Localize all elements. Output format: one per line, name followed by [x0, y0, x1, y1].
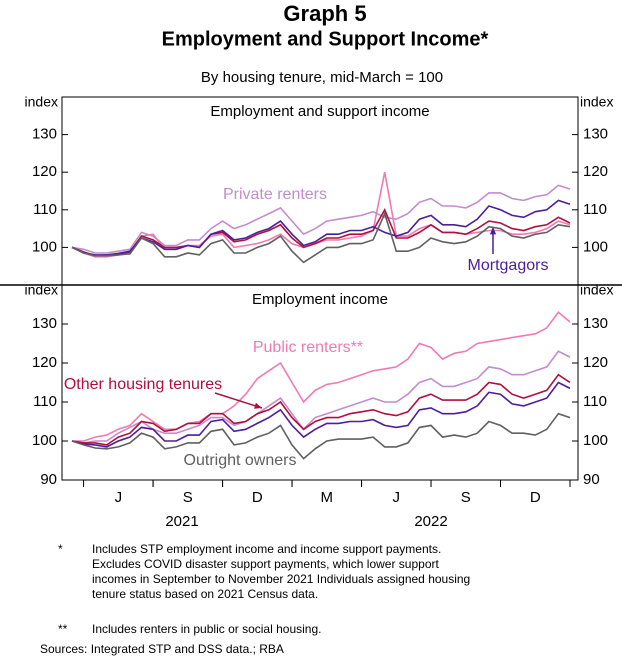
- footnote-text: tenure status based on 2021 Census data.: [92, 587, 318, 601]
- series-line: [71, 211, 571, 264]
- x-tick-label: M: [321, 489, 334, 506]
- y2-tick-label: 130: [583, 315, 608, 332]
- y2-tick-label: 120: [583, 354, 608, 371]
- x-group-label: 2021: [165, 513, 198, 530]
- x-tick-label: J: [393, 489, 401, 506]
- footnote-text: Includes STP employment income and incom…: [92, 542, 441, 556]
- y-tick-label: 110: [33, 201, 57, 218]
- x-tick-label: J: [115, 489, 123, 506]
- chart-subtitle: By housing tenure, mid-March = 100: [201, 69, 443, 86]
- y-tick-label: 120: [32, 163, 57, 180]
- x-tick-label: S: [461, 489, 471, 506]
- y2-tick-label: 110: [583, 393, 607, 410]
- series-label: Private renters: [223, 186, 327, 203]
- series-label: Mortgagors: [468, 257, 549, 274]
- series-line: [71, 373, 571, 446]
- footnote-marker: *: [58, 542, 63, 556]
- series-label: Outright owners: [184, 452, 297, 469]
- series-line: [71, 350, 571, 444]
- x-tick-label: S: [183, 489, 193, 506]
- series-label: Public renters**: [253, 339, 363, 356]
- panel-title: Employment and support income: [210, 103, 429, 120]
- footnote-marker: **: [58, 622, 68, 636]
- series-line: [72, 311, 571, 442]
- y-tick-label: 100: [32, 432, 57, 449]
- y2-tick-label: 100: [583, 238, 608, 255]
- y2-axis-label: index: [580, 282, 613, 298]
- y2-tick-label: 120: [583, 163, 608, 180]
- series-label: Other housing tenures: [64, 376, 222, 393]
- series-line: [71, 199, 571, 256]
- footnote-text: Excludes COVID disaster support payments…: [92, 557, 439, 571]
- y2-tick-label: 90: [583, 471, 600, 488]
- series-line: [71, 381, 571, 448]
- y-tick-label: 120: [32, 354, 57, 371]
- y-tick-label: 90: [40, 471, 57, 488]
- y-axis-label: index: [25, 94, 58, 110]
- series-line: [71, 412, 571, 460]
- footnote-text: Includes renters in public or social hou…: [92, 622, 321, 636]
- y2-axis-label: index: [580, 94, 613, 110]
- y2-tick-label: 130: [583, 126, 608, 143]
- footnote-text: incomes in September to November 2021 In…: [92, 572, 470, 586]
- y2-tick-label: 110: [583, 201, 607, 218]
- y-axis-label: index: [25, 282, 58, 298]
- y-tick-label: 130: [32, 126, 57, 143]
- chart-title: Employment and Support Income*: [162, 28, 489, 50]
- sources: Sources: Integrated STP and DSS data.; R…: [40, 642, 284, 656]
- y-tick-label: 130: [32, 315, 57, 332]
- y-tick-label: 110: [33, 393, 57, 410]
- x-tick-label: D: [252, 489, 263, 506]
- y2-tick-label: 100: [583, 432, 608, 449]
- label-arrow: [214, 392, 263, 409]
- arrow-head: [489, 227, 497, 235]
- plot-frame: [61, 96, 579, 481]
- panel-title: Employment income: [252, 291, 388, 308]
- series-line: [71, 172, 571, 258]
- x-tick-label: D: [530, 489, 541, 506]
- y-tick-label: 100: [32, 238, 57, 255]
- graph-number: Graph 5: [283, 1, 366, 26]
- arrow-head: [254, 402, 262, 409]
- x-group-label: 2022: [414, 513, 447, 530]
- series-line: [71, 207, 571, 257]
